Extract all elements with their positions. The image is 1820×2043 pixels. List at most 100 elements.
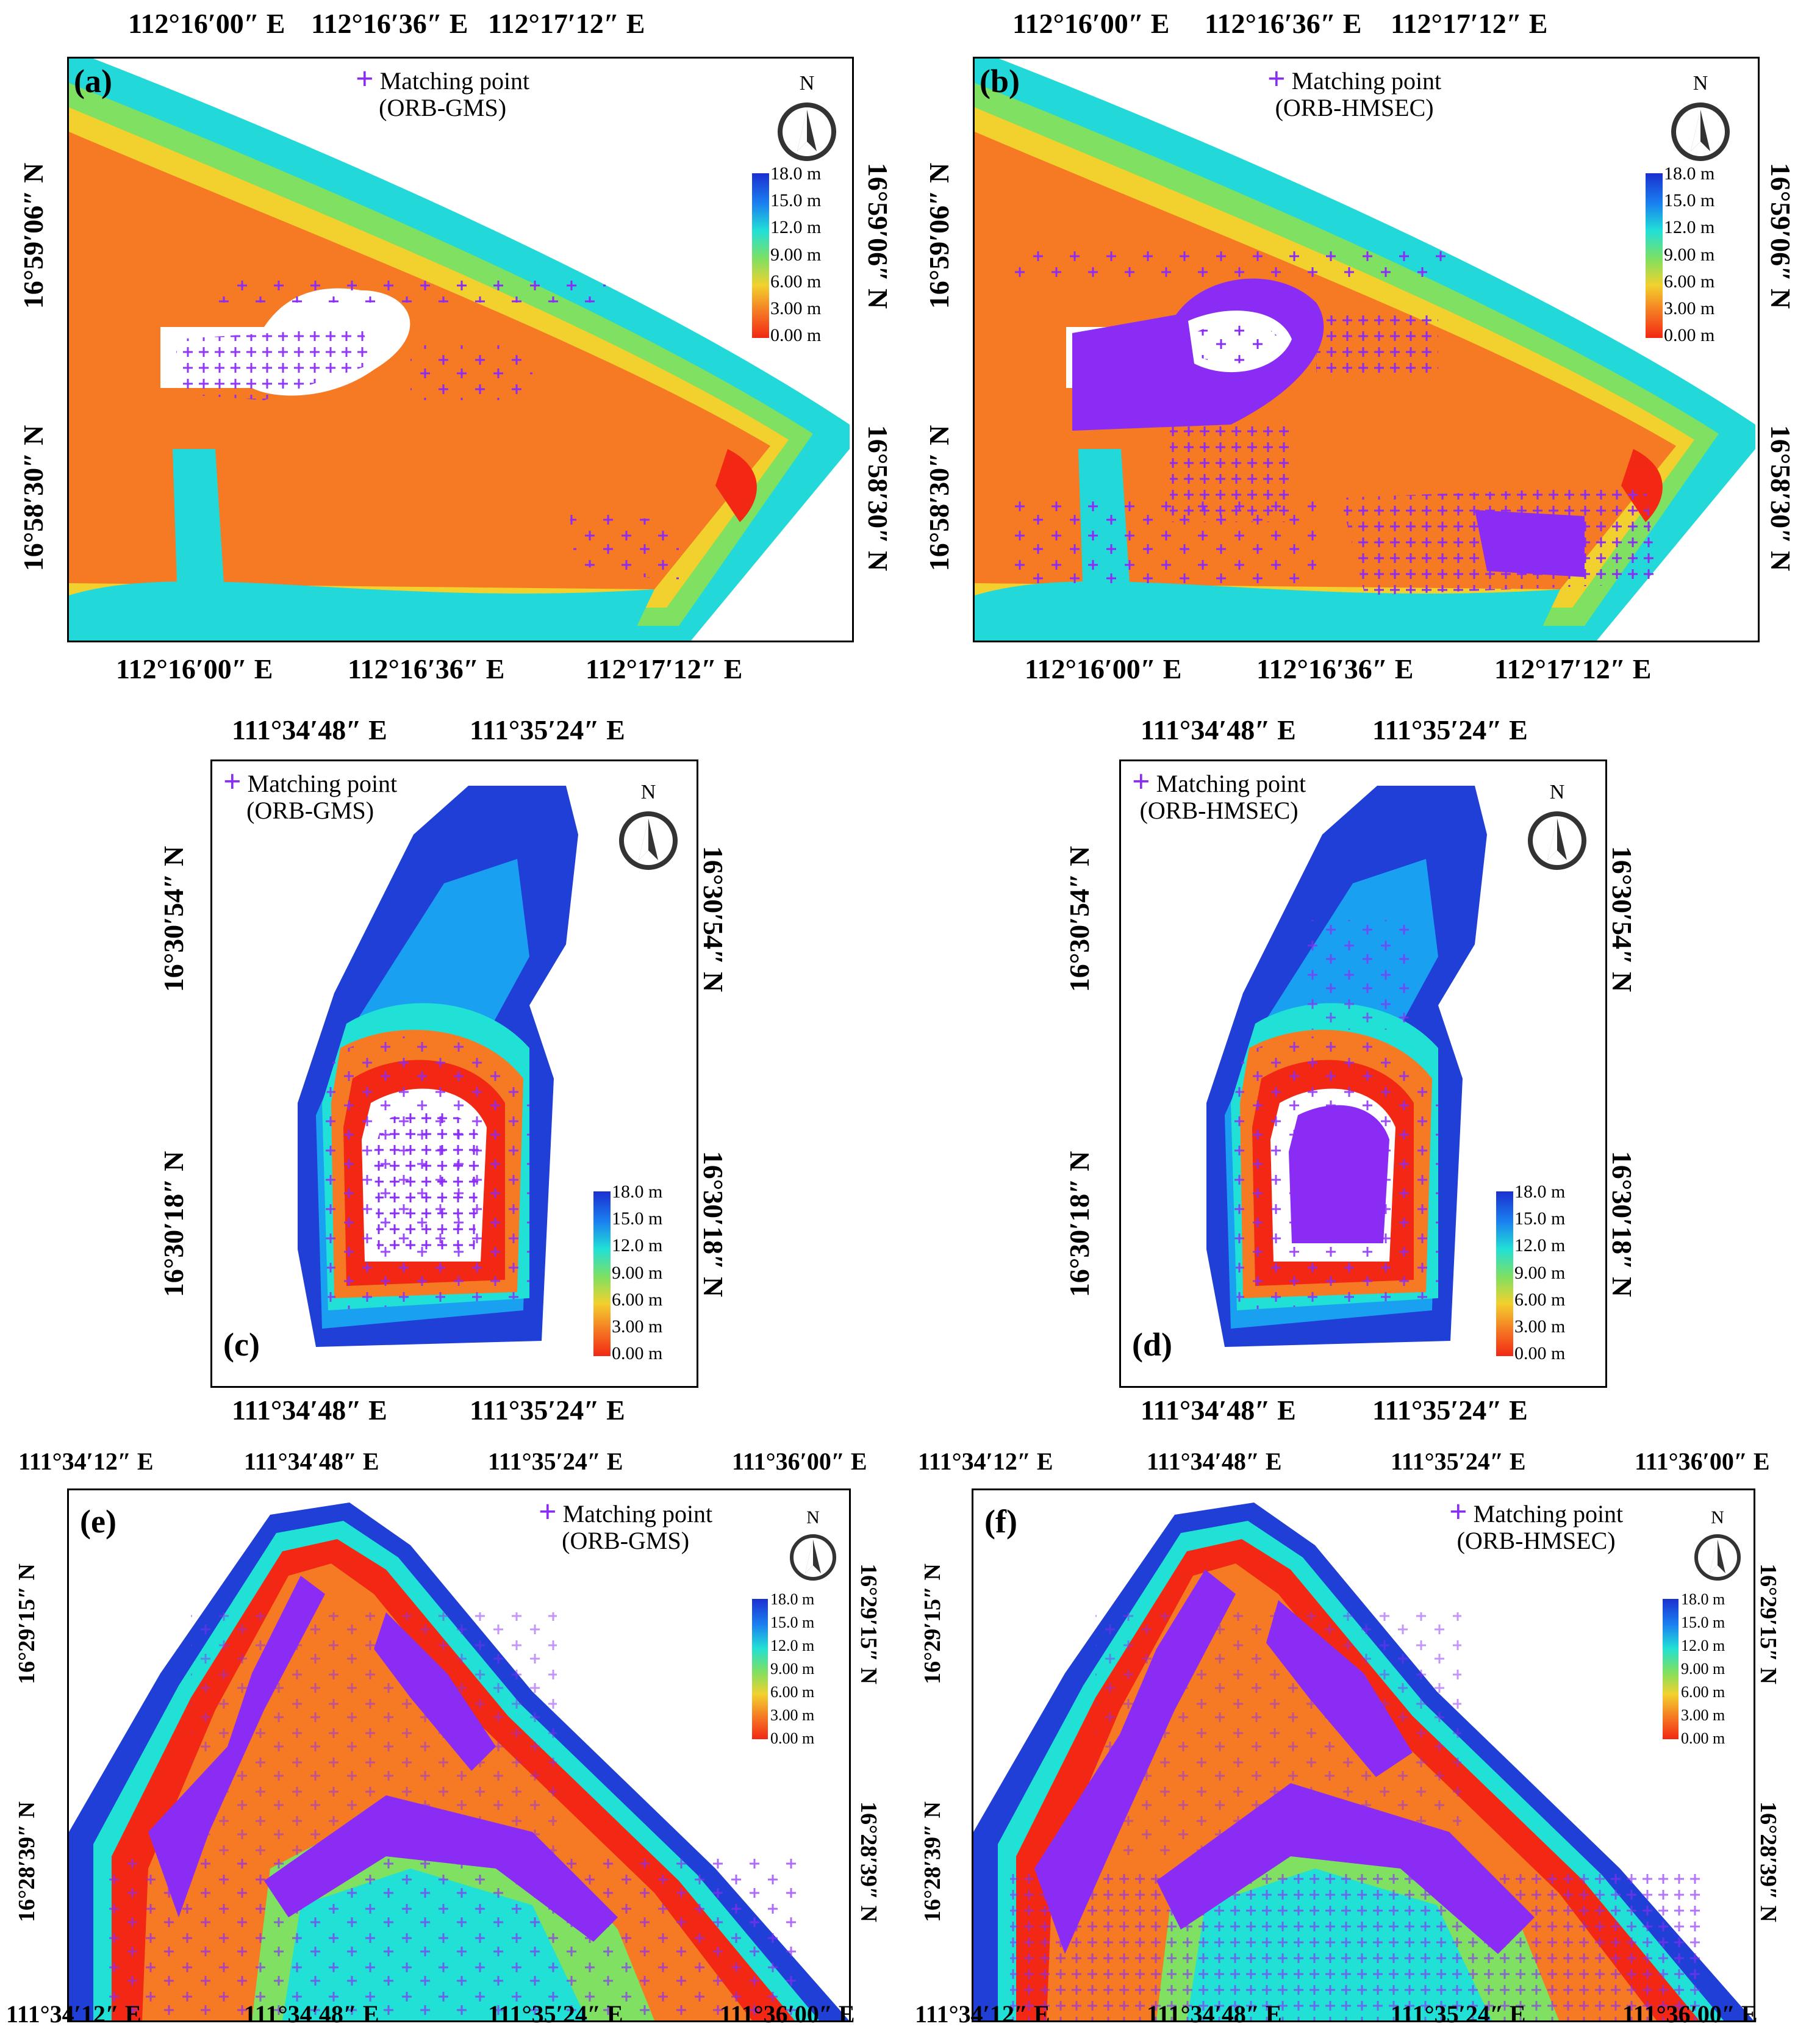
y-label-right: 16°30′18″ N bbox=[698, 1151, 729, 1298]
y-label-left: 16°28′39″ N bbox=[13, 1801, 40, 1922]
y-label-right: 16°58′30″ N bbox=[1765, 425, 1797, 572]
north-label: N bbox=[806, 1507, 820, 1528]
matching-points bbox=[1010, 1869, 1705, 2020]
y-label-left: 16°58′30″ N bbox=[18, 425, 49, 572]
x-label-bottom: 112°16′00″ E bbox=[1025, 653, 1182, 684]
compass-icon bbox=[1694, 1534, 1741, 1581]
legend: + Matching point (ORB-HMSEC) bbox=[1132, 766, 1306, 824]
depth-colorbar: 18.0 m 15.0 m 12.0 m 9.00 m 6.00 m 3.00 … bbox=[593, 1183, 685, 1374]
matching-points bbox=[1304, 920, 1414, 1030]
colorbar-tick: 3.00 m bbox=[770, 1706, 815, 1724]
legend-text: Matching point bbox=[1291, 67, 1442, 95]
north-label: N bbox=[799, 72, 815, 95]
cross-icon: + bbox=[1132, 764, 1150, 799]
matching-points bbox=[1475, 510, 1585, 577]
y-label-left: 16°30′54″ N bbox=[1064, 846, 1095, 993]
colorbar-tick: 12.0 m bbox=[770, 217, 822, 237]
matching-points bbox=[1231, 1036, 1438, 1310]
y-label-right: 16°28′39″ N bbox=[855, 1801, 881, 1922]
colorbar-tick: 9.00 m bbox=[612, 1263, 663, 1283]
legend: + Matching point (ORB-GMS) bbox=[223, 766, 398, 824]
x-label-top: 112°16′36″ E bbox=[1205, 8, 1362, 39]
colorbar-gradient bbox=[752, 1599, 768, 1739]
y-label-left: 16°59′06″ N bbox=[923, 162, 955, 309]
north-label: N bbox=[1711, 1507, 1724, 1528]
colorbar-tick: 0.00 m bbox=[770, 325, 822, 345]
colorbar-gradient bbox=[1646, 173, 1663, 338]
matching-points bbox=[176, 327, 374, 400]
y-label-left: 16°30′18″ N bbox=[158, 1151, 190, 1298]
depth-colorbar: 18.0 m 15.0 m 12.0 m 9.00 m 6.00 m 3.00 … bbox=[1646, 165, 1737, 356]
colorbar-gradient bbox=[1496, 1191, 1513, 1356]
y-label-right: 16°59′06″ N bbox=[862, 162, 894, 309]
map-frame: (f) + Matching point (ORB-HMSEC) N 18.0 m… bbox=[972, 1488, 1755, 2022]
x-label-bottom: 111°35′24″ E bbox=[1391, 2000, 1526, 2028]
matching-points bbox=[191, 1612, 557, 1856]
x-label-top: 111°34′48″ E bbox=[1141, 714, 1296, 745]
colorbar-tick: 15.0 m bbox=[612, 1208, 663, 1229]
x-label-top: 111°34′12″ E bbox=[918, 1448, 1053, 1475]
cross-icon: + bbox=[223, 764, 242, 799]
matching-points bbox=[215, 278, 606, 303]
x-label-top: 111°34′12″ E bbox=[18, 1448, 154, 1475]
legend-text: Matching point bbox=[1156, 770, 1306, 797]
colorbar-tick: 3.00 m bbox=[770, 298, 822, 318]
y-label-right: 16°30′54″ N bbox=[1607, 846, 1638, 993]
bathymetry-map bbox=[298, 786, 578, 1347]
y-label-left: 16°30′54″ N bbox=[158, 846, 190, 993]
matching-points bbox=[569, 510, 679, 583]
y-label-left: 16°58′30″ N bbox=[923, 425, 955, 572]
legend-text: Matching point bbox=[247, 770, 398, 797]
matching-points bbox=[410, 345, 532, 400]
colorbar-tick: 9.00 m bbox=[1514, 1263, 1566, 1283]
panel-label: (b) bbox=[980, 63, 1020, 99]
legend-method: (ORB-HMSEC) bbox=[1275, 94, 1434, 121]
x-label-bottom: 111°36′00″ E bbox=[720, 2000, 855, 2028]
colorbar-tick: 9.00 m bbox=[770, 1660, 815, 1678]
colorbar-tick: 18.0 m bbox=[1514, 1182, 1566, 1202]
matching-points bbox=[1011, 248, 1450, 278]
legend-text: Matching point bbox=[379, 67, 530, 95]
colorbar-tick: 3.00 m bbox=[1664, 298, 1715, 318]
y-label-left: 16°29′15″ N bbox=[919, 1564, 945, 1684]
colorbar-tick: 15.0 m bbox=[770, 190, 822, 210]
north-arrow: N bbox=[789, 1507, 837, 1582]
matching-points bbox=[1095, 1612, 1461, 1856]
x-label-top: 111°34′48″ E bbox=[1147, 1448, 1282, 1475]
colorbar-tick: 12.0 m bbox=[1681, 1637, 1725, 1654]
colorbar-tick: 0.00 m bbox=[1514, 1343, 1566, 1363]
colorbar-tick: 6.00 m bbox=[1681, 1683, 1725, 1701]
map-frame: (e) + Matching point (ORB-GMS) N 18.0 m 1… bbox=[67, 1488, 851, 2022]
colorbar-gradient bbox=[752, 173, 769, 338]
colorbar-tick: 3.00 m bbox=[612, 1316, 663, 1337]
north-arrow: N bbox=[1670, 72, 1731, 162]
y-label-left: 16°59′06″ N bbox=[18, 162, 49, 309]
colorbar-tick: 12.0 m bbox=[770, 1637, 815, 1654]
y-label-right: 16°28′39″ N bbox=[1755, 1801, 1781, 1922]
matching-points bbox=[1170, 425, 1292, 522]
colorbar-tick: 18.0 m bbox=[1664, 163, 1715, 184]
x-label-top: 112°16′00″ E bbox=[128, 8, 285, 39]
legend-method: (ORB-GMS) bbox=[246, 797, 374, 824]
compass-icon bbox=[1528, 811, 1586, 870]
x-label-top: 112°17′12″ E bbox=[488, 8, 645, 39]
matching-points bbox=[106, 1856, 801, 2020]
map-frame: + Matching point (ORB-HMSEC) N (d) 18.0 m… bbox=[1119, 759, 1607, 1388]
x-label-bottom: 112°16′00″ E bbox=[116, 653, 273, 684]
north-label: N bbox=[640, 781, 656, 803]
colorbar-tick: 0.00 m bbox=[612, 1343, 663, 1363]
colorbar-tick: 15.0 m bbox=[1664, 190, 1715, 210]
legend-method: (ORB-GMS) bbox=[379, 94, 507, 121]
x-label-top: 111°35′24″ E bbox=[470, 714, 625, 745]
x-label-bottom: 111°34′48″ E bbox=[1147, 2000, 1282, 2028]
cross-icon: + bbox=[356, 62, 374, 96]
depth-colorbar: 18.0 m 15.0 m 12.0 m 9.00 m 6.00 m 3.00 … bbox=[752, 1590, 844, 1758]
colorbar-tick: 12.0 m bbox=[1514, 1235, 1566, 1255]
panel-label: (a) bbox=[74, 63, 112, 99]
colorbar-tick: 15.0 m bbox=[770, 1614, 815, 1631]
colorbar-tick: 12.0 m bbox=[1664, 217, 1715, 237]
bathymetry-map bbox=[69, 59, 852, 641]
x-label-bottom: 112°17′12″ E bbox=[586, 653, 743, 684]
y-label-right: 16°59′06″ N bbox=[1765, 162, 1797, 309]
matching-points bbox=[1194, 321, 1280, 364]
